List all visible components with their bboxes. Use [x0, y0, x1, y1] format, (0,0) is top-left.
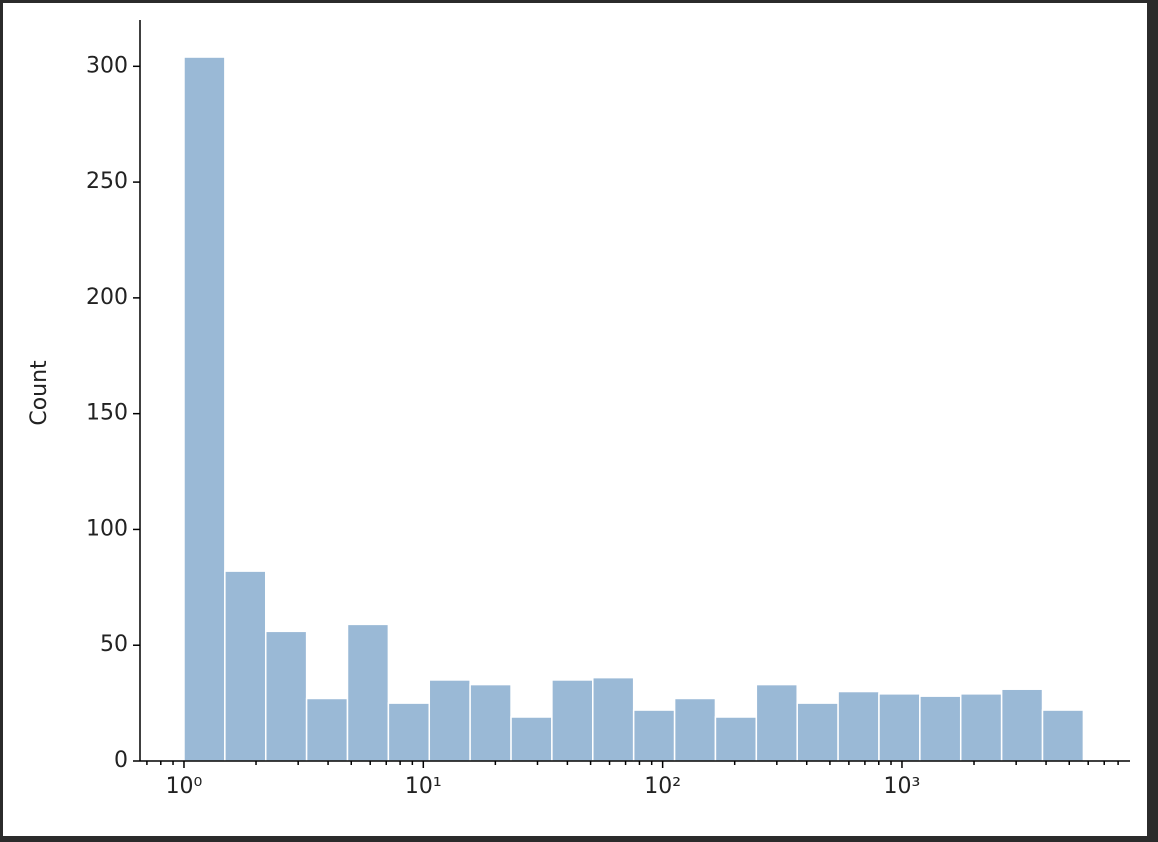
bar [673, 697, 717, 762]
bar [510, 716, 553, 762]
x-tick-label: 10² [644, 774, 681, 799]
bar [387, 702, 431, 762]
bar [1041, 709, 1085, 762]
bar [346, 623, 390, 762]
bar [959, 693, 1003, 762]
bar [469, 683, 512, 762]
bar [264, 630, 308, 762]
y-tick-label: 150 [86, 401, 128, 426]
y-tick-label: 250 [86, 169, 128, 194]
bar [224, 570, 267, 762]
y-tick-label: 100 [86, 516, 128, 541]
y-tick-label: 0 [114, 748, 128, 773]
bar [592, 676, 635, 762]
y-tick-label: 200 [86, 285, 128, 310]
bar [428, 679, 471, 762]
y-tick-label: 50 [100, 632, 128, 657]
bar [305, 697, 349, 762]
bar [878, 693, 921, 762]
x-tick-label: 10⁰ [166, 774, 203, 799]
bar [714, 716, 758, 762]
bar [551, 679, 594, 762]
y-axis-label: Count [27, 360, 52, 426]
bar [919, 695, 962, 762]
bar [837, 690, 880, 762]
bar [183, 56, 226, 762]
bar [796, 702, 839, 762]
bar [632, 709, 676, 762]
y-tick-label: 300 [86, 53, 128, 78]
x-tick-label: 10³ [884, 774, 921, 799]
bar [1000, 688, 1044, 762]
x-tick-label: 10¹ [405, 774, 442, 799]
bar [755, 683, 798, 762]
